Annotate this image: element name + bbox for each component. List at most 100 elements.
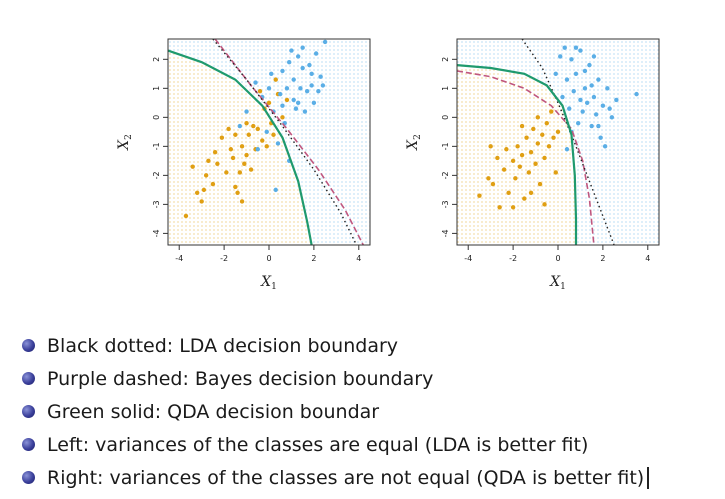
data-point xyxy=(582,86,588,91)
bayes-boundary-line xyxy=(457,70,595,245)
data-point xyxy=(562,45,567,50)
data-point xyxy=(237,170,243,175)
data-point xyxy=(248,167,254,172)
data-point xyxy=(289,48,294,53)
bullet-dot-icon xyxy=(22,372,35,385)
data-point xyxy=(257,89,263,94)
series-orange xyxy=(477,109,561,210)
qda-boundary-line xyxy=(457,64,578,245)
data-point xyxy=(596,123,601,129)
x-tick-label: 4 xyxy=(645,254,650,263)
data-point xyxy=(269,71,274,77)
qda-boundary-line xyxy=(168,49,313,245)
data-point xyxy=(242,161,247,166)
data-point xyxy=(591,54,597,59)
data-point xyxy=(535,141,540,146)
data-point xyxy=(591,94,597,100)
data-point xyxy=(273,187,278,193)
data-point xyxy=(190,164,195,169)
data-point xyxy=(284,86,290,91)
data-point xyxy=(280,68,285,74)
data-point xyxy=(287,60,292,65)
data-point xyxy=(490,181,496,187)
data-point xyxy=(614,97,619,103)
data-point xyxy=(589,123,594,129)
data-point xyxy=(546,144,552,149)
x-tick-label: -2 xyxy=(509,254,517,263)
data-point xyxy=(519,152,525,158)
data-point xyxy=(580,109,585,114)
data-point xyxy=(526,170,532,175)
y-axis-label-sub: 2 xyxy=(124,134,134,140)
data-point xyxy=(295,54,301,59)
data-point xyxy=(593,112,599,117)
data-point xyxy=(309,71,314,77)
data-point xyxy=(495,155,500,161)
bullet-dot-icon xyxy=(22,339,35,352)
data-point xyxy=(309,83,314,88)
data-point xyxy=(576,120,581,126)
y-tick-label: 1 xyxy=(441,86,450,91)
y-tick-label: -3 xyxy=(441,200,450,208)
bullet-dot-icon xyxy=(22,471,35,484)
data-point xyxy=(251,123,256,129)
data-point xyxy=(510,158,516,164)
lda-boundary-line xyxy=(212,39,358,245)
bullet-item: Green solid: QDA decision boundar xyxy=(22,395,649,428)
y-tick-label: -3 xyxy=(152,200,161,208)
y-tick-label: 2 xyxy=(441,57,450,62)
data-point xyxy=(535,115,540,120)
x-tick-label: 4 xyxy=(356,254,361,263)
data-point xyxy=(607,106,612,111)
data-point xyxy=(578,48,583,53)
data-point xyxy=(634,91,639,97)
data-point xyxy=(271,132,276,137)
data-point xyxy=(544,120,549,126)
data-point xyxy=(233,132,238,137)
x-axis-label-sub: 1 xyxy=(271,282,277,292)
data-point xyxy=(573,45,579,50)
series-orange xyxy=(183,77,290,219)
data-point xyxy=(515,144,520,149)
data-point xyxy=(564,147,570,152)
data-point xyxy=(293,106,299,111)
data-point xyxy=(304,89,310,94)
data-point xyxy=(553,71,558,77)
data-point xyxy=(226,126,231,132)
data-point xyxy=(531,126,536,132)
data-point xyxy=(596,77,601,82)
data-point xyxy=(504,147,509,152)
plot-content xyxy=(457,39,659,245)
data-point xyxy=(598,135,603,140)
data-point xyxy=(589,83,594,88)
x-tick-label: -4 xyxy=(175,254,183,263)
data-point xyxy=(230,155,236,161)
data-point xyxy=(542,155,547,161)
data-point xyxy=(524,135,529,140)
data-point xyxy=(266,86,272,91)
x-axis-label-main: X xyxy=(549,274,561,290)
x-axis-label: X1 xyxy=(549,274,566,292)
data-point xyxy=(571,89,576,94)
y-axis-label-sub: 2 xyxy=(413,134,423,140)
y-tick-label: -4 xyxy=(441,229,450,237)
bullet-list: Black dotted: LDA decision boundary Purp… xyxy=(22,329,649,494)
data-point xyxy=(228,147,234,152)
data-point xyxy=(506,190,511,195)
data-point xyxy=(280,103,285,108)
bullet-item: Purple dashed: Bayes decision boundary xyxy=(22,362,649,395)
y-tick-label: -1 xyxy=(441,142,450,150)
data-point xyxy=(237,123,243,129)
data-point xyxy=(219,135,225,140)
data-point xyxy=(609,115,615,120)
x-tick-label: 2 xyxy=(600,254,605,263)
data-point xyxy=(605,86,610,91)
data-point xyxy=(560,94,565,100)
data-point xyxy=(573,71,579,77)
plot-content xyxy=(168,39,370,245)
data-point xyxy=(486,176,491,181)
data-point xyxy=(517,164,523,169)
y-tick-label: -4 xyxy=(152,229,161,237)
data-point xyxy=(311,100,317,106)
